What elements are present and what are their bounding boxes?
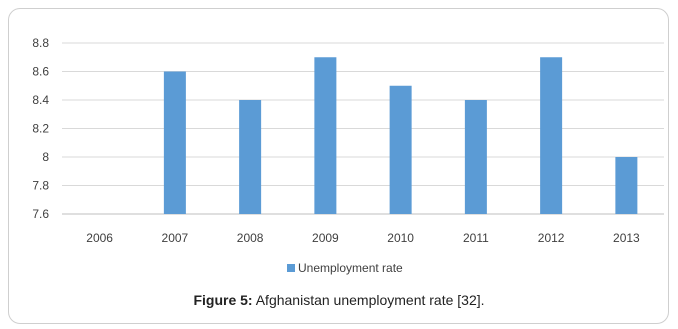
x-tick-label: 2008 <box>237 231 264 245</box>
y-tick-label: 8.8 <box>32 36 49 50</box>
x-tick-label: 2006 <box>86 231 113 245</box>
x-tick-label: 2013 <box>613 231 640 245</box>
y-tick-label: 8.4 <box>32 93 49 107</box>
bar-2009 <box>314 57 337 214</box>
gridlines <box>62 42 664 215</box>
figure-caption: Figure 5: Afghanistan unemployment rate … <box>0 292 678 308</box>
y-tick-label: 8.6 <box>32 65 49 79</box>
bar-2013 <box>615 157 638 214</box>
bar-2012 <box>540 57 563 214</box>
y-tick-label: 8.2 <box>32 122 49 136</box>
x-tick-label: 2011 <box>463 231 489 245</box>
y-tick-label: 8 <box>42 150 49 164</box>
x-tick-label: 2010 <box>387 231 414 245</box>
legend-swatch <box>287 264 295 272</box>
bar-2011 <box>464 100 487 214</box>
bar-2008 <box>239 100 262 214</box>
legend-label-unemployment-rate: Unemployment rate <box>298 261 403 275</box>
y-tick-label: 7.6 <box>32 207 49 221</box>
bar-2010 <box>389 85 412 214</box>
legend: Unemployment rate <box>287 261 403 275</box>
y-axis-tick-labels: 7.6 7.8 8 8.2 8.4 8.6 8.8 <box>32 36 49 221</box>
bars <box>163 57 638 214</box>
bar-chart: 7.6 7.8 8 8.2 8.4 8.6 8.8 2006 2007 2008 2009 2010… <box>32 36 664 275</box>
caption-text: Afghanistan unemployment rate [32]. <box>252 292 485 308</box>
y-tick-label: 7.8 <box>32 179 49 193</box>
bar-2007 <box>163 71 186 214</box>
x-tick-label: 2007 <box>162 231 189 245</box>
x-tick-label: 2009 <box>312 231 339 245</box>
x-tick-label: 2012 <box>538 231 565 245</box>
caption-label: Figure 5: <box>193 292 253 308</box>
x-axis-tick-labels: 2006 2007 2008 2009 2010 2011 2012 2013 <box>86 231 640 245</box>
